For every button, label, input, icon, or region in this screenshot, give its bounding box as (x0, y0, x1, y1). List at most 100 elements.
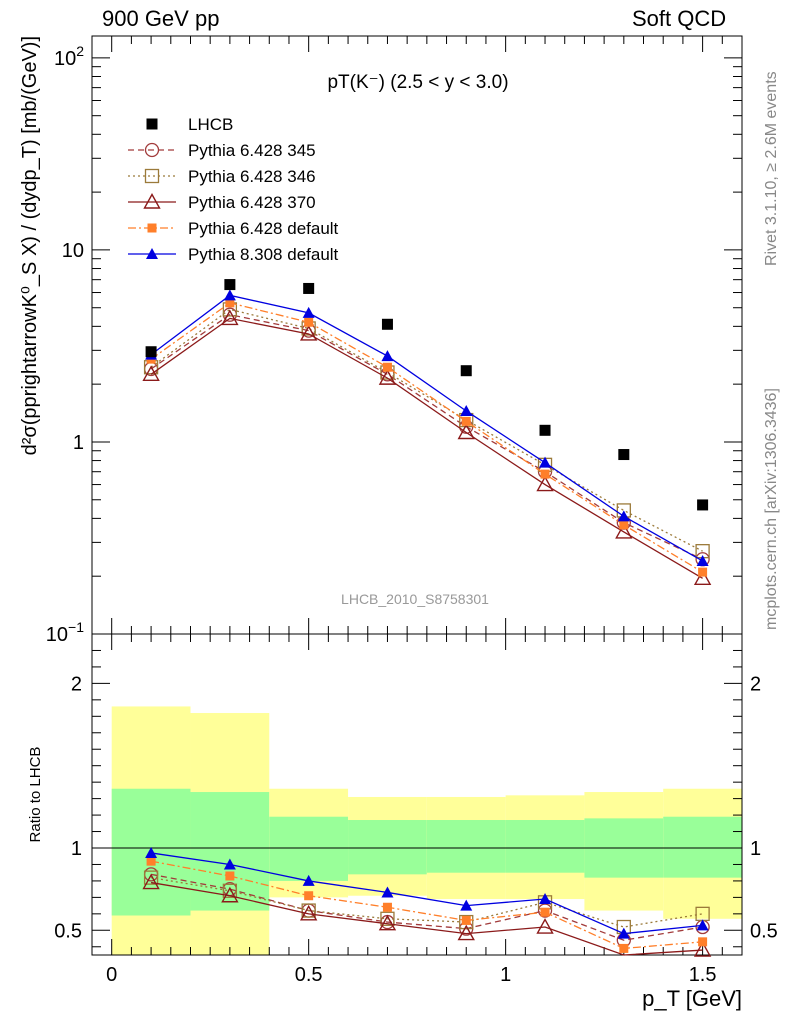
series-lines (142, 289, 712, 957)
ratio-point (698, 937, 708, 947)
category-label: Soft QCD (632, 6, 727, 31)
ratio-point (145, 846, 158, 858)
data-points (145, 279, 709, 511)
ratio-frame (91, 633, 743, 956)
series-point (142, 365, 160, 382)
series-point (696, 554, 709, 566)
series-point (378, 369, 397, 385)
ratio-point (460, 899, 473, 911)
series-line-1 (150, 308, 703, 552)
legend-marker (147, 223, 157, 233)
y-axis-label: d²σ(pprightarrowK⁰_S X) / (dydp_T) [mb/(… (19, 36, 41, 455)
x-tick-label: 0 (106, 964, 117, 986)
series-point (225, 298, 235, 308)
series-line-0 (150, 313, 703, 560)
ratio-tick-label: 0.5 (54, 920, 82, 942)
series-point (299, 325, 318, 341)
ratio-point (537, 903, 553, 918)
energy-label: 900 GeV pp (102, 6, 220, 31)
x-tick-label: 1 (500, 964, 511, 986)
series-point (304, 317, 314, 327)
ratio-point (302, 874, 315, 886)
series-point (617, 510, 630, 522)
series-point (693, 569, 712, 586)
y-tick-label: 1 (73, 432, 84, 454)
ratio-tick-label: 2 (71, 673, 82, 695)
ratio-tick-label: 1 (71, 838, 82, 860)
ratio-point (459, 914, 474, 930)
ratio-point (223, 858, 236, 870)
ratio-point (380, 911, 395, 926)
series-line-4 (150, 294, 703, 562)
legend-marker (144, 142, 160, 158)
data-point (224, 279, 236, 291)
inner-band-4 (426, 820, 506, 873)
ratio-point (301, 903, 316, 918)
series-point (457, 423, 475, 440)
chart-title: pT(K⁻) (2.5 < y < 3.0) (327, 72, 508, 93)
legend: LHCB Pythia 6.428 345 Pythia 6.428 346 Pyth… (128, 115, 339, 264)
ratio-line-4 (150, 852, 703, 935)
series-point (221, 309, 239, 326)
data-point (145, 346, 157, 358)
ratio-point (617, 927, 630, 939)
series-line-3 (150, 302, 703, 573)
inner-band-5 (505, 820, 585, 873)
legend-label: Pythia 8.308 default (188, 245, 339, 264)
inner-band-1 (190, 792, 270, 911)
legend-marker (146, 118, 158, 130)
axis-text: 0 0.5 1 1.5 10−1 1 10 102 0.5 0.5 1 1 2 2 pT(K⁻) (2.5 … (19, 36, 778, 1011)
y-tick-label: 10−1 (46, 619, 84, 646)
ratio-point (536, 918, 554, 934)
series-point (540, 469, 550, 479)
x-axis-label: p_T [GeV] (642, 986, 742, 1011)
ratio-point (146, 856, 156, 866)
series-point (223, 289, 236, 301)
ratio-point (540, 907, 550, 917)
ratio-point (461, 915, 471, 925)
series-point (460, 404, 473, 416)
inner-band-7 (663, 816, 742, 878)
data-point (618, 449, 630, 461)
series-line-2 (150, 317, 703, 579)
ratio-point (221, 886, 239, 903)
data-point (697, 499, 709, 511)
ratio-point (539, 893, 552, 905)
ratio-point (143, 870, 159, 885)
series-point (382, 362, 392, 372)
data-point (539, 424, 551, 436)
series-point (381, 350, 394, 362)
ratio-point (222, 883, 238, 898)
legend-marker (143, 193, 161, 209)
series-point (615, 522, 633, 539)
ratio-point (299, 904, 318, 921)
series-point (619, 520, 629, 530)
analysis-tag: LHCB_2010_S8758301 (341, 591, 489, 607)
data-point (303, 282, 315, 294)
ratio-point (378, 914, 397, 931)
ratio-point (304, 891, 314, 901)
series-point (539, 456, 552, 468)
inner-band-3 (348, 820, 427, 875)
data-point (381, 318, 393, 330)
data-point (460, 365, 472, 377)
legend-label: Pythia 6.428 370 (188, 193, 316, 212)
ratio-line-2 (150, 881, 703, 956)
ratio-point (457, 924, 475, 941)
ratio-point (693, 941, 712, 957)
series-point (536, 475, 554, 492)
y-tick-label: 10 (62, 240, 84, 262)
y-tick-label: 102 (54, 43, 84, 70)
legend-label: LHCB (188, 115, 233, 134)
series-point (302, 306, 315, 318)
x-tick-label: 1.5 (689, 964, 717, 986)
ratio-tick-label-right: 2 (750, 673, 761, 695)
ratio-point (381, 886, 394, 898)
ratio-point (142, 873, 160, 890)
series-point (461, 416, 471, 426)
inner-band-2 (269, 816, 349, 881)
ratio-point (382, 902, 392, 912)
ratio-axis-label: Ratio to LHCB (27, 747, 44, 843)
